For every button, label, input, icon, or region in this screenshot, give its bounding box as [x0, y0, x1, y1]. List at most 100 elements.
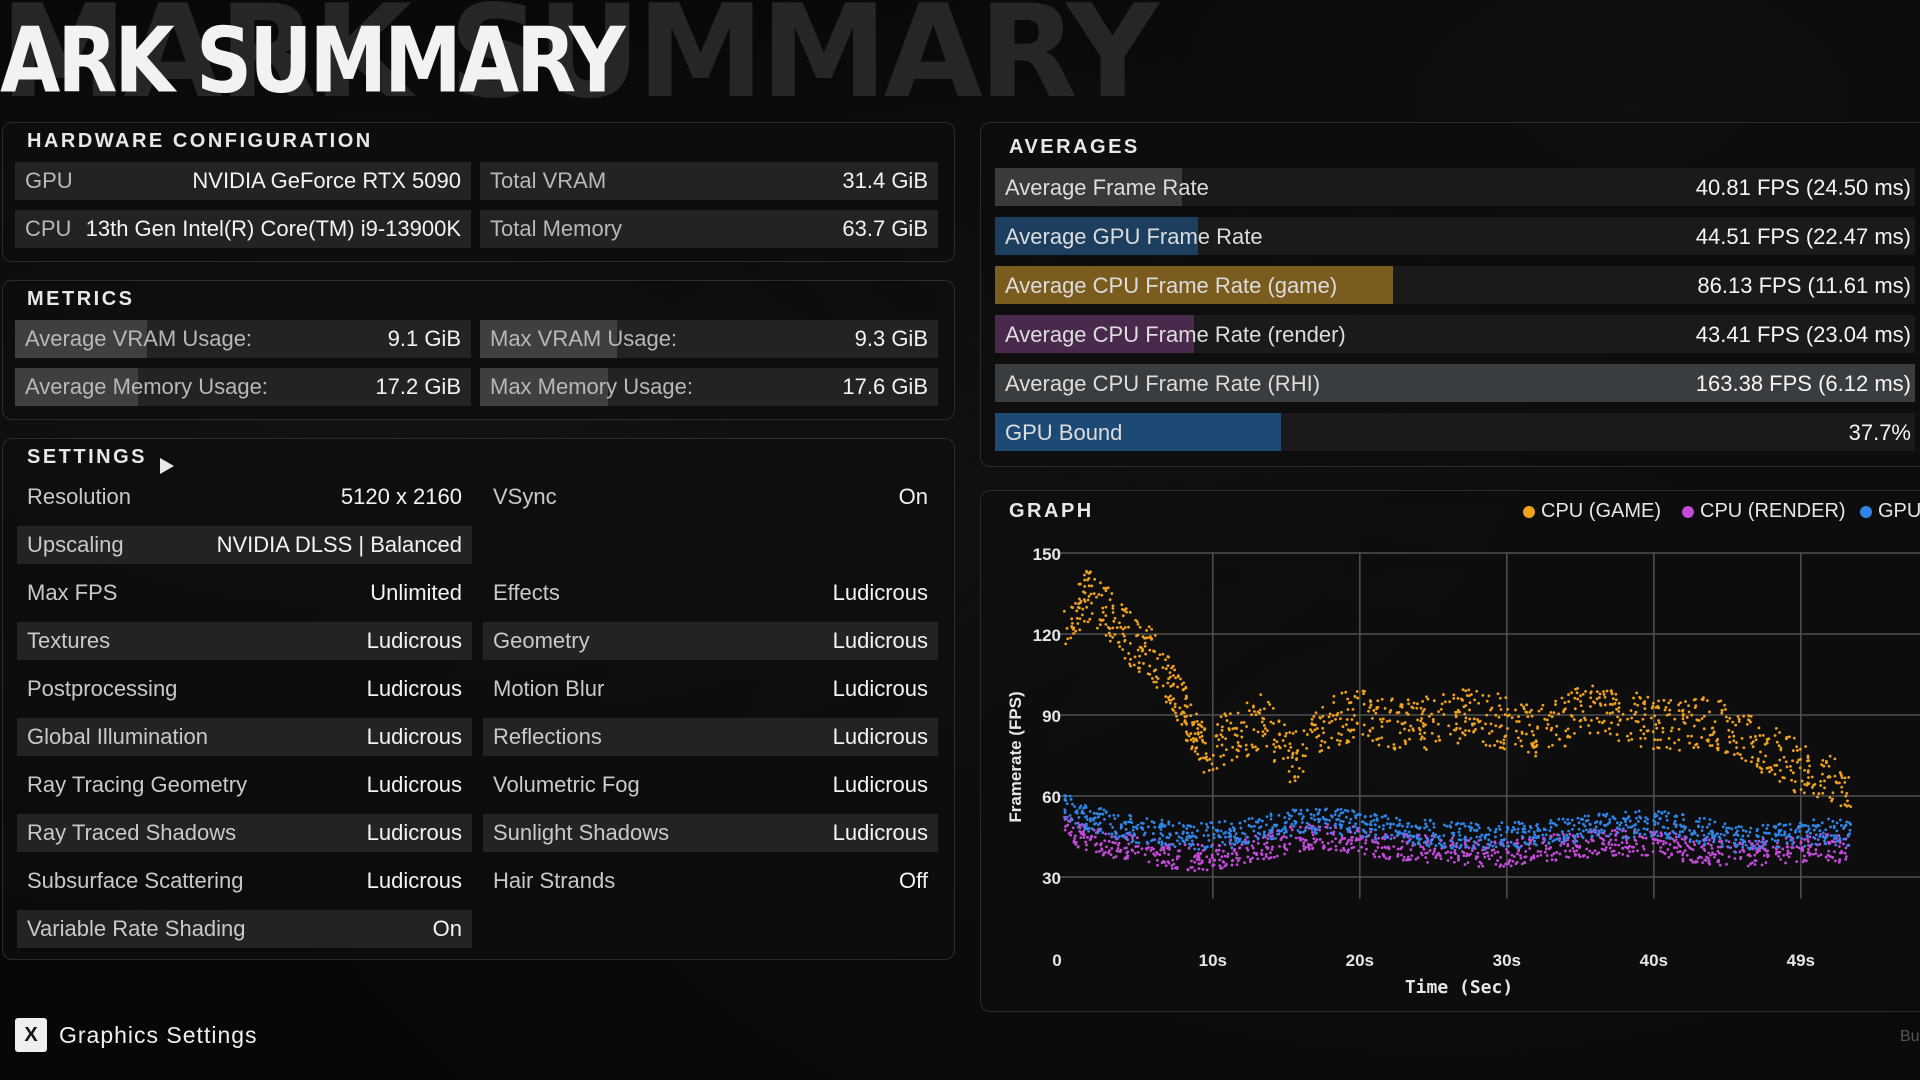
metric-value: 9.1 GiB — [387, 326, 461, 351]
total-memory-label: Total Memory — [490, 216, 623, 241]
total-memory-value: 63.7 GiB — [842, 216, 928, 241]
setting-value: Ludicrous — [832, 820, 928, 845]
metric-label: Average Memory Usage: — [25, 374, 268, 399]
setting-row: Variable Rate Shading On — [17, 910, 472, 948]
average-value: 44.51 FPS (22.47 ms) — [1695, 224, 1911, 249]
hardware-panel-title: HARDWARE CONFIGURATION — [27, 130, 373, 152]
legend-label: CPU (GAME) — [1541, 500, 1661, 522]
setting-value: Ludicrous — [366, 868, 462, 893]
setting-row: Effects Ludicrous — [483, 574, 938, 612]
average-label: Average CPU Frame Rate (game) — [1005, 273, 1338, 298]
setting-label: Upscaling — [27, 532, 124, 557]
setting-row: Hair Strands Off — [483, 862, 938, 900]
metric-label: Average VRAM Usage: — [25, 326, 253, 351]
metric-value: 17.6 GiB — [842, 374, 928, 399]
cpu-label: CPU — [25, 216, 72, 241]
average-value: 43.41 FPS (23.04 ms) — [1695, 322, 1911, 347]
gpu-dot-icon — [1860, 505, 1872, 518]
metric-label: Max VRAM Usage: — [490, 326, 678, 351]
setting-value: Ludicrous — [832, 676, 928, 701]
setting-row: Textures Ludicrous — [17, 622, 472, 660]
setting-value: Off — [899, 868, 928, 893]
setting-label: Effects — [493, 580, 560, 605]
average-row: Average CPU Frame Rate (game) 86.13 FPS (… — [995, 266, 1915, 304]
hardware-gpu-row: GPU NVIDIA GeForce RTX 5090 — [15, 162, 471, 200]
average-fill-bar — [995, 217, 1199, 255]
setting-label: Volumetric Fog — [493, 772, 640, 797]
metric-fill-bar — [15, 320, 148, 358]
setting-value: Unlimited — [370, 580, 462, 605]
metric-fill-bar — [480, 368, 609, 406]
metric-row: Average Memory Usage: 17.2 GiB — [15, 368, 471, 406]
metric-row: Average VRAM Usage: 9.1 GiB — [15, 320, 471, 358]
average-fill-bar — [995, 364, 1915, 402]
metric-fill-bar — [480, 320, 618, 358]
mouse-cursor-icon — [160, 458, 174, 474]
cpu-value: 13th Gen Intel(R) Core(TM) i9-13900K — [85, 216, 461, 241]
cpu-render-dot-icon — [1682, 505, 1694, 518]
hardware-cpu-row: CPU 13th Gen Intel(R) Core(TM) i9-13900K — [15, 210, 471, 248]
average-row: GPU Bound 37.7% — [995, 413, 1915, 451]
average-row: Average Frame Rate 40.81 FPS (24.50 ms) — [995, 168, 1915, 206]
setting-label: Subsurface Scattering — [27, 868, 244, 893]
setting-value: 5120 x 2160 — [340, 484, 462, 509]
setting-value: Ludicrous — [832, 628, 928, 653]
average-fill-bar — [995, 168, 1182, 206]
setting-value: On — [898, 484, 928, 509]
setting-row: Volumetric Fog Ludicrous — [483, 766, 938, 804]
settings-panel — [2, 438, 955, 960]
setting-row: Ray Tracing Geometry Ludicrous — [17, 766, 472, 804]
setting-value: Ludicrous — [832, 724, 928, 749]
legend-item-cpu-render: CPU (RENDER) — [1682, 500, 1846, 523]
setting-value: Ludicrous — [366, 820, 462, 845]
average-label: Average GPU Frame Rate — [1005, 224, 1263, 249]
setting-row: Global Illumination Ludicrous — [17, 718, 472, 756]
averages-panel-title: AVERAGES — [1009, 136, 1140, 158]
legend-item-gpu: GPU — [1860, 500, 1920, 523]
setting-row: Reflections Ludicrous — [483, 718, 938, 756]
setting-row: Motion Blur Ludicrous — [483, 670, 938, 708]
setting-value: NVIDIA DLSS | Balanced — [216, 532, 462, 557]
setting-row: Upscaling NVIDIA DLSS | Balanced — [17, 526, 472, 564]
average-row: Average CPU Frame Rate (render) 43.41 FPS… — [995, 315, 1915, 353]
setting-value: Ludicrous — [366, 676, 462, 701]
setting-label: Textures — [27, 628, 111, 653]
total-vram-value: 31.4 GiB — [842, 168, 928, 193]
average-row: Average GPU Frame Rate 44.51 FPS (22.47 m… — [995, 217, 1915, 255]
page-title-backdrop: MARK SUMMARY — [0, 0, 1159, 127]
gpu-value: NVIDIA GeForce RTX 5090 — [192, 168, 461, 193]
average-fill-bar — [995, 315, 1194, 353]
average-label: GPU Bound — [1005, 420, 1123, 445]
setting-label: Ray Tracing Geometry — [27, 772, 248, 797]
average-label: Average CPU Frame Rate (render) — [1005, 322, 1346, 347]
setting-label: Resolution — [27, 484, 131, 509]
setting-label: Max FPS — [27, 580, 118, 605]
setting-label: Sunlight Shadows — [493, 820, 670, 845]
setting-row: Postprocessing Ludicrous — [17, 670, 472, 708]
x-key-icon[interactable]: X — [15, 1018, 47, 1052]
setting-label: Variable Rate Shading — [27, 916, 246, 941]
setting-row: Resolution 5120 x 2160 — [17, 478, 472, 516]
metric-row: Max VRAM Usage: 9.3 GiB — [480, 320, 938, 358]
average-fill-bar — [995, 266, 1394, 304]
setting-row: Ray Traced Shadows Ludicrous — [17, 814, 472, 852]
average-value: 40.81 FPS (24.50 ms) — [1695, 175, 1911, 200]
hardware-memory-row: Total Memory 63.7 GiB — [480, 210, 938, 248]
corner-text: Bu — [1900, 1028, 1920, 1045]
graphics-settings-button[interactable]: Graphics Settings — [59, 1022, 258, 1048]
setting-label: Global Illumination — [27, 724, 208, 749]
legend-label: CPU (RENDER) — [1700, 500, 1846, 522]
metric-label: Max Memory Usage: — [490, 374, 693, 399]
metric-row: Max Memory Usage: 17.6 GiB — [480, 368, 938, 406]
metric-value: 9.3 GiB — [854, 326, 928, 351]
setting-label: VSync — [493, 484, 557, 509]
gpu-label: GPU — [25, 168, 73, 193]
average-value: 86.13 FPS (11.61 ms) — [1697, 273, 1911, 298]
setting-label: Ray Traced Shadows — [27, 820, 237, 845]
setting-label: Reflections — [493, 724, 602, 749]
setting-value: Ludicrous — [366, 772, 462, 797]
average-label: Average CPU Frame Rate (RHI) — [1005, 371, 1321, 396]
metric-fill-bar — [15, 368, 139, 406]
legend-item-cpu-game: CPU (GAME) — [1523, 500, 1661, 523]
legend-label: GPU — [1878, 500, 1920, 522]
